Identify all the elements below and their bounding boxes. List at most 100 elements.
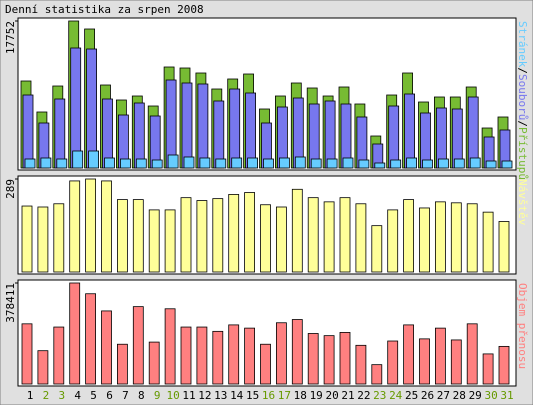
bar bbox=[434, 327, 446, 385]
bar bbox=[291, 188, 303, 273]
x-tick-label: 9 bbox=[154, 389, 161, 402]
bar bbox=[275, 206, 287, 273]
bar bbox=[151, 159, 163, 169]
bar bbox=[69, 180, 81, 273]
x-tick-label: 12 bbox=[198, 389, 211, 402]
bar bbox=[21, 205, 33, 273]
bar bbox=[324, 100, 336, 169]
bar bbox=[132, 306, 144, 385]
bar bbox=[229, 88, 241, 169]
bar bbox=[53, 326, 65, 385]
bar bbox=[24, 158, 36, 169]
bar bbox=[339, 197, 351, 273]
bar bbox=[260, 204, 271, 273]
bar bbox=[482, 353, 494, 385]
bar bbox=[40, 157, 52, 169]
bar bbox=[291, 319, 303, 385]
bar bbox=[180, 197, 192, 273]
bar bbox=[453, 158, 465, 169]
x-tick-label: 29 bbox=[469, 389, 482, 402]
bar bbox=[197, 83, 209, 169]
bar bbox=[72, 150, 84, 169]
bar bbox=[101, 310, 112, 385]
bar bbox=[148, 209, 160, 273]
x-tick-label: 10 bbox=[166, 389, 179, 402]
x-tick-label: 25 bbox=[405, 389, 418, 402]
bar bbox=[467, 96, 479, 169]
bar bbox=[403, 199, 415, 273]
bar bbox=[213, 100, 225, 169]
bar bbox=[466, 323, 478, 385]
bar bbox=[133, 102, 145, 169]
bar bbox=[498, 221, 510, 273]
bar bbox=[294, 156, 306, 169]
bar bbox=[485, 160, 497, 169]
legend-entry: Objem přenosu bbox=[516, 283, 529, 369]
bar bbox=[466, 203, 478, 273]
bar bbox=[422, 159, 433, 169]
x-tick-label: 5 bbox=[90, 389, 97, 402]
x-tick-label: 24 bbox=[389, 389, 403, 402]
x-tick-label: 23 bbox=[373, 389, 386, 402]
bar bbox=[310, 158, 322, 169]
bar bbox=[326, 158, 338, 169]
x-tick-label: 1 bbox=[27, 389, 34, 402]
bar bbox=[260, 343, 271, 385]
x-tick-label: 30 bbox=[484, 389, 497, 402]
bar bbox=[120, 158, 131, 169]
bar bbox=[196, 326, 208, 385]
bar bbox=[371, 364, 383, 385]
bar bbox=[450, 202, 462, 273]
legend-entry: Souborů bbox=[516, 74, 529, 120]
chart-title: Denní statistika za srpen 2008 bbox=[5, 3, 204, 16]
bar bbox=[387, 340, 399, 385]
bar bbox=[434, 201, 446, 273]
x-tick-label: 27 bbox=[437, 389, 450, 402]
bar bbox=[323, 335, 335, 385]
legend-entry: Přístupů bbox=[516, 127, 529, 180]
legend: Objem přenosu bbox=[516, 283, 529, 369]
bar bbox=[37, 206, 49, 273]
bar bbox=[148, 341, 160, 385]
bar bbox=[307, 333, 319, 385]
bar bbox=[358, 159, 370, 169]
y-tick-label: 378411 bbox=[4, 283, 17, 323]
bar bbox=[355, 344, 367, 385]
x-tick-label: 18 bbox=[294, 389, 307, 402]
bar bbox=[135, 158, 147, 169]
y-tick-label: 17752 bbox=[4, 21, 17, 54]
legend-separator: / bbox=[516, 120, 529, 127]
bar bbox=[482, 211, 494, 273]
bar bbox=[70, 47, 82, 169]
bar bbox=[387, 209, 399, 273]
bar bbox=[501, 160, 513, 169]
x-tick-label: 31 bbox=[500, 389, 513, 402]
x-tick-label: 13 bbox=[214, 389, 227, 402]
bar bbox=[339, 332, 351, 385]
x-tick-label: 22 bbox=[357, 389, 370, 402]
bar bbox=[406, 157, 418, 169]
bar bbox=[228, 194, 240, 273]
bar bbox=[199, 157, 211, 169]
bar bbox=[183, 156, 195, 169]
bar bbox=[56, 158, 68, 169]
bar bbox=[263, 158, 274, 169]
bar bbox=[37, 350, 49, 385]
x-tick-label: 14 bbox=[230, 389, 244, 402]
x-tick-label: 2 bbox=[43, 389, 50, 402]
bar bbox=[388, 105, 400, 169]
bar bbox=[101, 180, 112, 273]
bar bbox=[85, 293, 96, 385]
bar bbox=[86, 48, 97, 169]
x-tick-label: 20 bbox=[325, 389, 338, 402]
bar bbox=[323, 201, 335, 273]
bar bbox=[278, 157, 290, 169]
bar bbox=[371, 225, 383, 273]
bar bbox=[231, 157, 243, 169]
bar bbox=[167, 154, 179, 169]
x-tick-label: 6 bbox=[106, 389, 113, 402]
bar bbox=[196, 200, 208, 273]
x-tick-label: 11 bbox=[182, 389, 195, 402]
bar bbox=[307, 197, 319, 273]
bar bbox=[244, 327, 256, 385]
